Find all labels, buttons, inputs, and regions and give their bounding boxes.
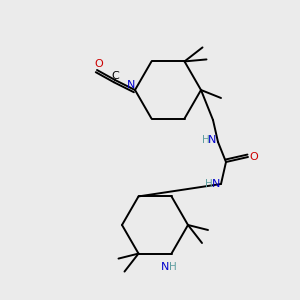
Text: C: C [111,71,119,81]
Text: N: N [208,135,216,145]
Text: H: H [205,179,213,189]
Text: N: N [212,179,220,189]
Text: H: H [202,135,210,145]
Text: H: H [169,262,176,272]
Text: O: O [250,152,258,162]
Text: N: N [161,262,170,272]
Text: N: N [127,80,135,90]
Text: O: O [94,59,103,69]
